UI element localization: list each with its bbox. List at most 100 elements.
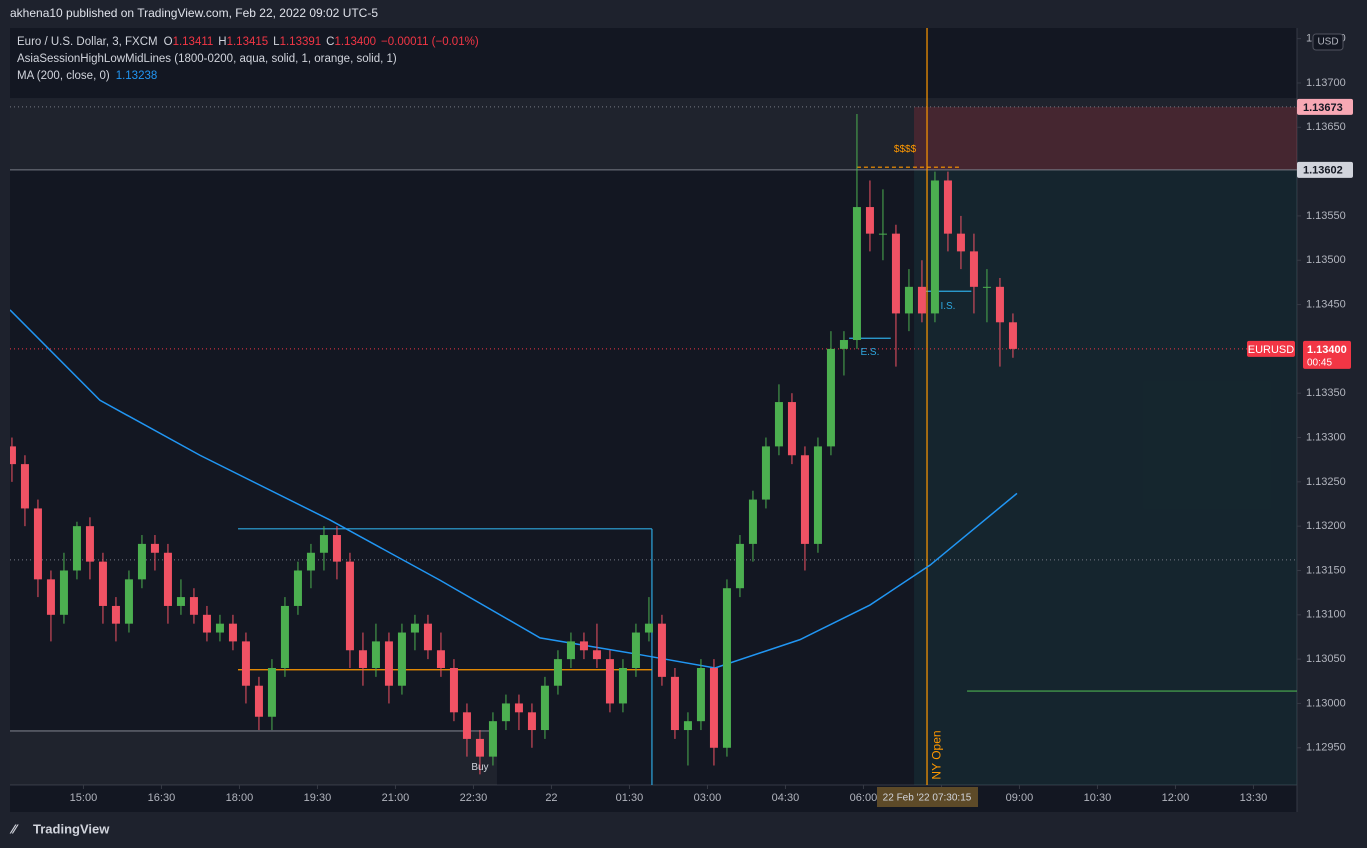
currency-box	[1312, 33, 1344, 51]
legend-key: H	[218, 36, 226, 48]
x-tick-label: 09:00	[1006, 792, 1034, 804]
candle-body	[891, 233, 900, 314]
y-tick-label: 1.13450	[1306, 298, 1346, 310]
annotation: I.S.	[940, 301, 955, 312]
candle-body	[358, 650, 367, 668]
candle-body	[605, 659, 614, 704]
annotation: E.S.	[860, 347, 879, 358]
x-tick-label: 10:30	[1084, 792, 1112, 804]
candle-body	[579, 641, 588, 651]
y-tick-label: 1.13700	[1306, 77, 1346, 89]
candle-body	[228, 623, 237, 642]
y-tick-label: 1.12950	[1306, 742, 1346, 754]
candle-body	[553, 659, 562, 686]
price-badge-label: 1.13602	[1303, 165, 1343, 177]
symbol-badge	[1247, 340, 1295, 357]
crosshair-label: 22 Feb '22 07:30:15	[883, 793, 972, 804]
y-tick-label: 1.13350	[1306, 387, 1346, 399]
candle-body	[254, 685, 263, 717]
candle-body	[956, 233, 965, 252]
candle-body	[839, 340, 848, 349]
crosshair-badge	[877, 787, 978, 807]
y-tick-label: 1.13150	[1306, 564, 1346, 576]
candle-body	[345, 561, 354, 651]
candle-body	[1008, 322, 1017, 349]
candle-body	[917, 286, 926, 314]
y-tick-label: 1.13250	[1306, 476, 1346, 488]
candle-body	[33, 508, 42, 580]
y-tick-label: 1.13650	[1306, 121, 1346, 133]
logo-icon: ⁄⁄	[9, 821, 19, 836]
y-tick-label: 1.13050	[1306, 653, 1346, 665]
legend-key: L	[273, 36, 280, 48]
zone	[10, 730, 497, 785]
price-badge	[1297, 98, 1353, 115]
candle-body	[865, 207, 874, 234]
legend-ma-name: MA (200, close, 0)	[17, 70, 110, 82]
plot: $$$$ E.S. I.S. Buy	[10, 28, 1297, 785]
y-tick-label: 1.13500	[1306, 254, 1346, 266]
x-tick-label: 01:30	[616, 792, 644, 804]
legend-key: O	[164, 36, 173, 48]
last-price-badge	[1303, 340, 1351, 369]
x-tick-label: 06:00	[850, 792, 878, 804]
moving-average	[10, 309, 1018, 669]
x-tick-label: 16:30	[148, 792, 176, 804]
candle-body	[267, 667, 276, 717]
countdown-label: 00:45	[1307, 358, 1332, 369]
candle-body	[319, 535, 328, 553]
candle-body	[995, 286, 1004, 323]
last-price-label: 1.13400	[1307, 344, 1347, 356]
candle-body	[501, 703, 510, 722]
candle-body	[943, 180, 952, 234]
candle-body	[98, 561, 107, 606]
legend-key: C	[326, 36, 334, 48]
candle-body	[111, 605, 120, 624]
candle-body	[449, 667, 458, 713]
candle-body	[124, 579, 133, 624]
candle-body	[930, 180, 939, 314]
legend-ma-value: 1.13238	[116, 70, 158, 82]
candle-body	[241, 641, 250, 686]
candle-body	[293, 570, 302, 606]
y-tick-label: 1.13550	[1306, 210, 1346, 222]
candle-body	[826, 348, 835, 447]
candle-body	[774, 402, 783, 447]
x-tick-label: 22:30	[460, 792, 488, 804]
zone	[914, 106, 1297, 170]
candle-body	[709, 667, 718, 748]
candle-body	[787, 402, 796, 456]
candle-body	[10, 446, 16, 465]
candle-body	[436, 650, 445, 668]
candle-body	[397, 632, 406, 686]
x-tick-label: 13:30	[1240, 792, 1268, 804]
annotation: $$$$	[894, 144, 917, 155]
candle-body	[488, 721, 497, 757]
legend-indicator: AsiaSessionHighLowMidLines (1800-0200, a…	[17, 53, 397, 65]
candle-body	[306, 552, 315, 571]
x-tick-label: 21:00	[382, 792, 410, 804]
vertical-annotation: NY Open	[930, 730, 944, 779]
legend-change: −0.00011 (−0.01%)	[381, 36, 479, 48]
candle-body	[46, 579, 55, 615]
candle-body	[189, 597, 198, 615]
candle-body	[722, 588, 731, 748]
candle-body	[410, 623, 419, 633]
candle-body	[332, 535, 341, 562]
price-badge-label: 1.13673	[1303, 102, 1343, 114]
candle-body	[176, 597, 185, 606]
annotation: Buy	[471, 762, 488, 773]
candle-body	[475, 738, 484, 757]
candle-body	[20, 464, 29, 509]
candle-body	[137, 543, 146, 580]
candle-body	[514, 703, 523, 713]
y-tick-label: 1.13100	[1306, 609, 1346, 621]
candle-body	[592, 650, 601, 660]
x-tick-label: 12:00	[1162, 792, 1190, 804]
x-tick-label: 04:30	[772, 792, 800, 804]
candle-body	[878, 233, 887, 235]
candle-body	[618, 667, 627, 704]
candle-body	[85, 526, 94, 562]
candle-body	[540, 685, 549, 731]
